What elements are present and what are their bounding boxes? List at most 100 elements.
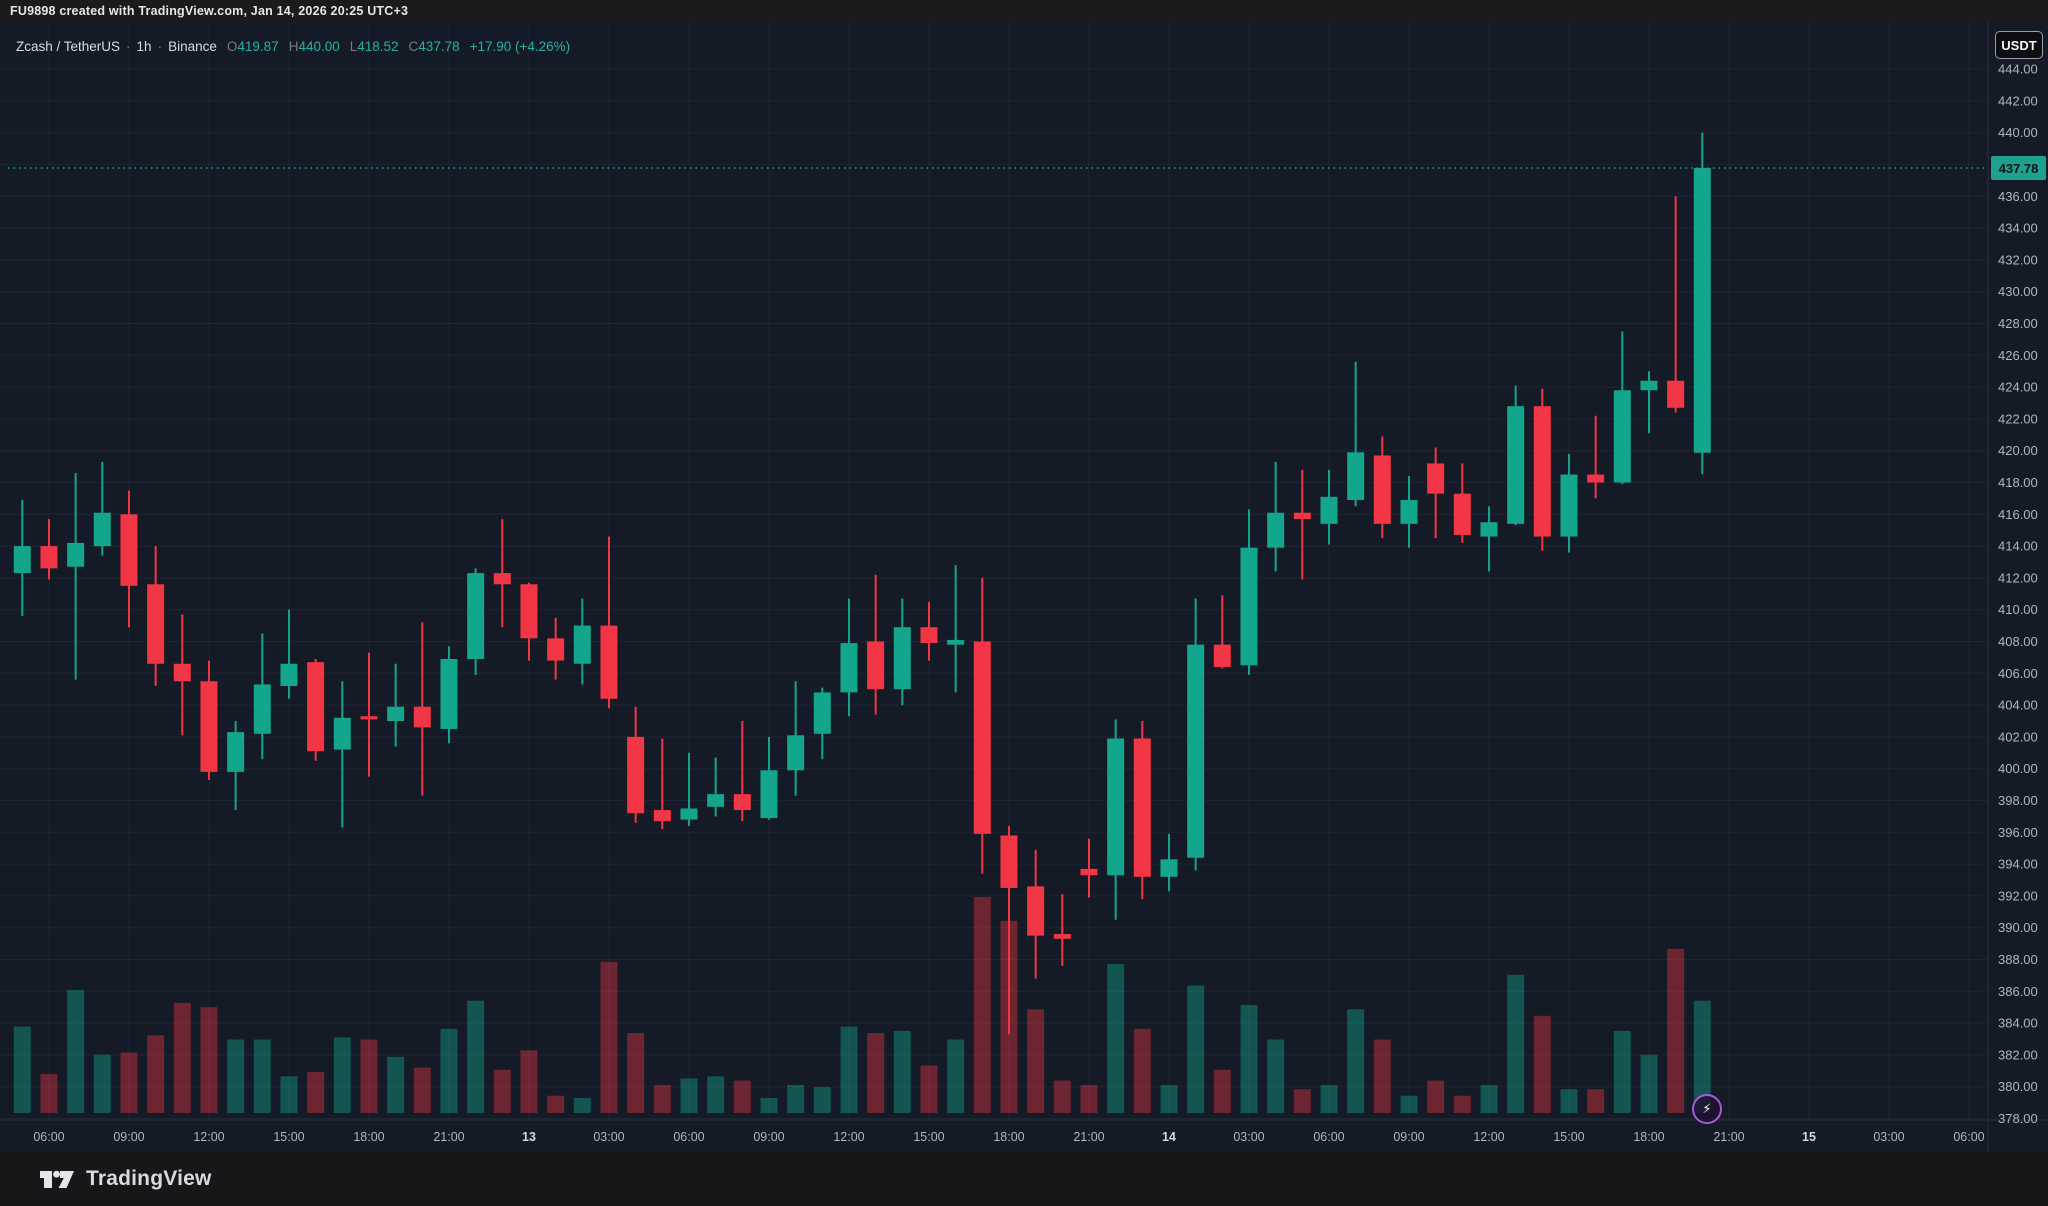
volume-bar [173,1002,191,1113]
candle-body [467,573,485,659]
last-price-badge: 437.78 [1991,156,2046,180]
volume-bar [573,1097,591,1113]
price-axis-label: 422.00 [1998,411,2038,426]
candle-body [147,584,165,664]
price-axis-label: 430.00 [1998,284,2038,299]
volume-bar [547,1095,565,1113]
volume-bar [1267,1039,1285,1113]
volume-bar [1587,1089,1605,1113]
price-axis-label: 392.00 [1998,888,2038,903]
time-axis[interactable] [0,1120,1988,1152]
candle-body [13,546,31,574]
price-axis-label: 402.00 [1998,729,2038,744]
volume-bar [707,1076,725,1113]
price-axis-label: 382.00 [1998,1047,2038,1062]
time-axis-label: 09:00 [1393,1130,1424,1144]
price-axis-label: 412.00 [1998,570,2038,585]
candle-body [1640,380,1658,391]
time-axis-label: 06:00 [33,1130,64,1144]
currency-chip[interactable]: USDT [1995,31,2043,59]
attribution-bar: FU9898 created with TradingView.com, Jan… [0,0,2048,22]
price-axis-label: 418.00 [1998,475,2038,490]
volume-bar [280,1076,298,1113]
time-axis-label: 12:00 [193,1130,224,1144]
time-axis-label: 21:00 [1713,1130,1744,1144]
candle-body [547,638,565,661]
volume-bar [600,961,618,1113]
price-axis-label: 396.00 [1998,825,2038,840]
time-axis-label: 03:00 [1233,1130,1264,1144]
volume-bar [1213,1069,1231,1113]
candle-body [840,643,858,693]
volume-bar [147,1035,165,1113]
price-axis-label: 408.00 [1998,634,2038,649]
volume-bar [13,1026,31,1113]
lightning-bolt-icon: ⚡ [1702,1101,1712,1116]
candle-body [520,584,538,639]
time-axis-label: 03:00 [593,1130,624,1144]
volume-bar [440,1028,458,1113]
volume-bar [1053,1080,1071,1113]
time-axis-label: 21:00 [433,1130,464,1144]
volume-bar [1293,1089,1311,1113]
volume-bar [787,1084,805,1113]
time-axis-label: 15:00 [1553,1130,1584,1144]
candle-body [1400,499,1418,524]
volume-bar [413,1067,431,1113]
volume-bar [1240,1005,1258,1113]
time-axis-label: 14 [1162,1130,1176,1144]
tradingview-logo[interactable]: TradingView [40,1167,212,1191]
lightning-badge[interactable]: ⚡ [1692,1094,1722,1124]
price-axis-label: 436.00 [1998,189,2038,204]
candle-body [947,639,965,645]
price-axis-label: 394.00 [1998,857,2038,872]
price-axis-label: 388.00 [1998,952,2038,967]
time-axis-label: 18:00 [353,1130,384,1144]
time-axis-label: 06:00 [1313,1130,1344,1144]
price-axis-label: 414.00 [1998,539,2038,554]
volume-bar [733,1080,751,1113]
volume-bar [973,897,991,1113]
price-axis-label: 400.00 [1998,761,2038,776]
candle-body [1693,168,1711,453]
time-axis-label: 18:00 [1633,1130,1664,1144]
volume-bar [1693,1000,1711,1113]
candle-body [227,732,245,772]
candle-body [1373,455,1391,524]
price-axis-label: 440.00 [1998,125,2038,140]
volume-bar [1613,1030,1631,1113]
change-value: +17.90 (+4.26%) [469,38,571,54]
price-axis-label: 380.00 [1998,1079,2038,1094]
price-axis-label: 406.00 [1998,666,2038,681]
time-axis-label: 06:00 [1953,1130,1984,1144]
candle-body [707,794,725,807]
candle-body [67,542,85,567]
candle-body [787,735,805,771]
candle-body [333,717,351,750]
volume-bar [680,1078,698,1113]
candle-body [813,692,831,734]
candle-body [973,641,991,834]
price-axis[interactable] [1988,22,2048,1120]
volume-bar [627,1033,645,1113]
candle-body [1533,406,1551,537]
candle-body [440,658,458,729]
candle-body [280,663,298,687]
volume-bar [467,1000,485,1113]
candle-body [253,684,271,734]
volume-bar [93,1054,111,1113]
price-axis-label: 416.00 [1998,507,2038,522]
legend-separator: · [157,38,163,54]
volume-bar [1533,1015,1551,1113]
volume-bar [813,1087,831,1113]
candle-body [1240,547,1258,666]
candle-body [1427,463,1445,494]
candle-body [1107,738,1125,876]
candle-body [413,706,431,728]
symbol-name: Zcash / TetherUS [16,38,121,54]
volume-bar [1027,1009,1045,1113]
open-value: 419.87 [237,38,279,54]
candle-body [1080,868,1098,876]
